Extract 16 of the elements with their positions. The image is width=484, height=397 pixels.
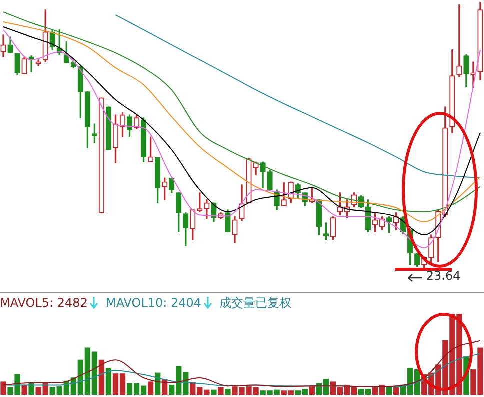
bar <box>211 390 217 395</box>
text: MAVOL10: 2404 <box>106 296 202 310</box>
bar <box>309 386 315 395</box>
text: MAVOL5: 2482 <box>0 296 88 310</box>
bar <box>106 368 112 395</box>
candlestick <box>456 4 462 78</box>
bar <box>28 383 34 395</box>
bar <box>218 387 224 395</box>
bar <box>0 382 6 395</box>
bar <box>22 384 28 395</box>
bar <box>393 387 400 395</box>
text: 23.64 <box>426 269 461 284</box>
bar <box>148 382 154 395</box>
bar <box>98 360 105 395</box>
bar <box>225 389 231 395</box>
text: 成交量已复权 <box>220 294 292 312</box>
